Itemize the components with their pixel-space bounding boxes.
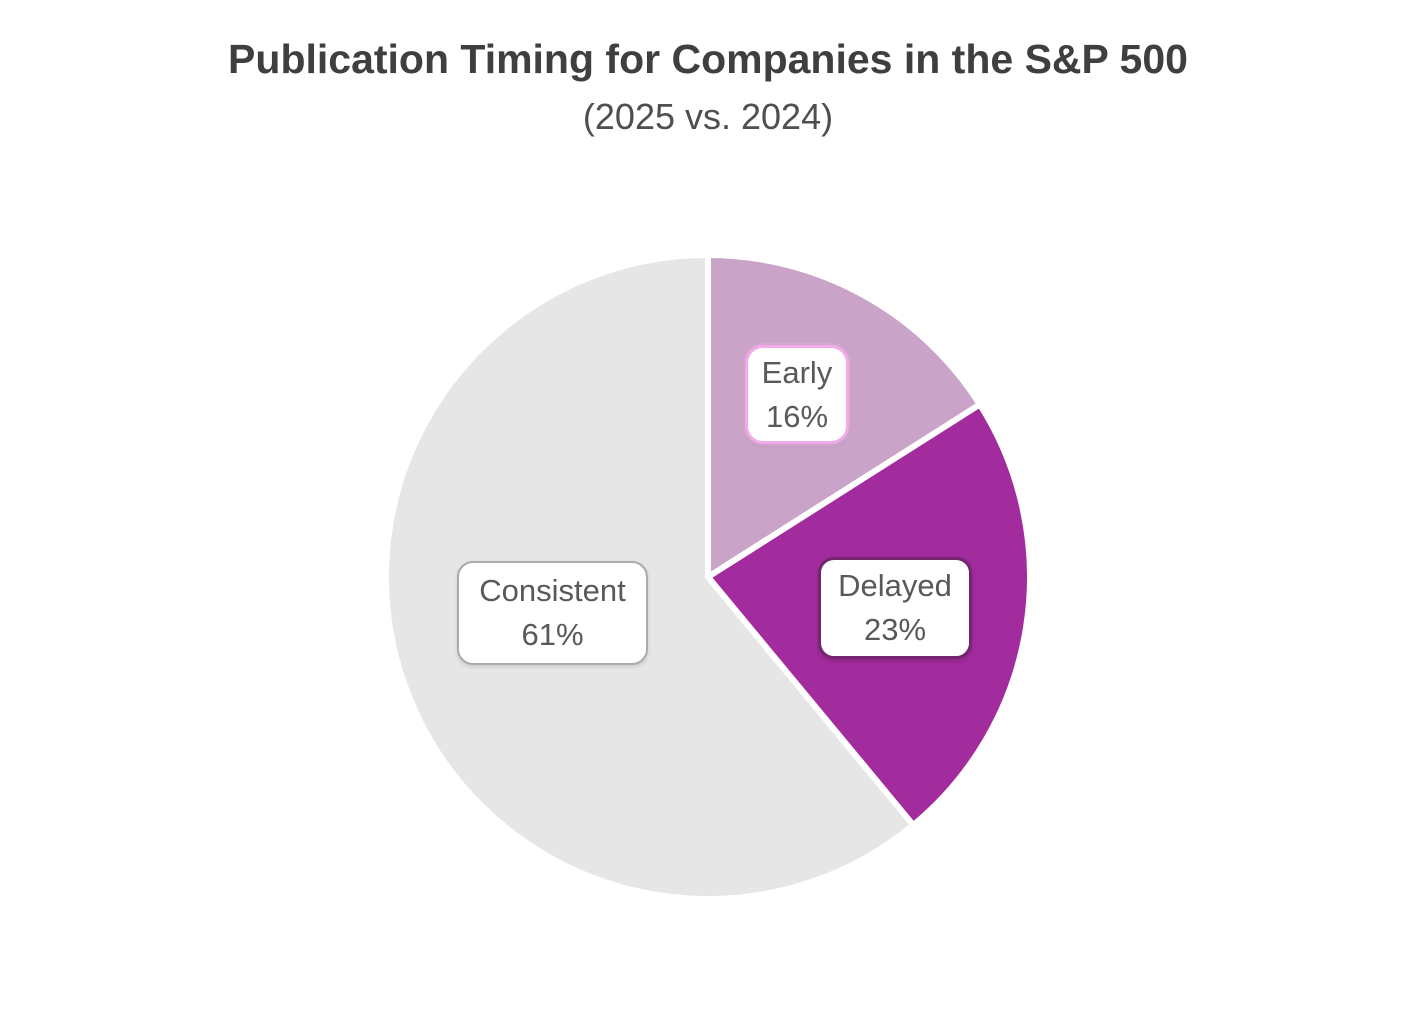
data-label-delayed-value: 23% xyxy=(863,612,927,647)
chart-title: Publication Timing for Companies in the … xyxy=(228,36,1188,82)
pie-slice-consistent xyxy=(383,251,918,902)
chart-header: Publication Timing for Companies in the … xyxy=(0,36,1416,138)
data-label-early: Early 16% xyxy=(745,345,849,444)
data-label-delayed: Delayed 23% xyxy=(818,557,972,659)
chart-subtitle: (2025 vs. 2024) xyxy=(582,96,834,137)
data-label-early-category: Early xyxy=(761,354,833,390)
data-label-delayed-category: Delayed xyxy=(838,568,952,603)
data-label-consistent: Consistent 61% xyxy=(457,561,648,665)
data-label-consistent-value: 61% xyxy=(521,617,584,652)
data-label-consistent-category: Consistent xyxy=(479,573,626,608)
data-label-early-value: 16% xyxy=(765,398,829,434)
